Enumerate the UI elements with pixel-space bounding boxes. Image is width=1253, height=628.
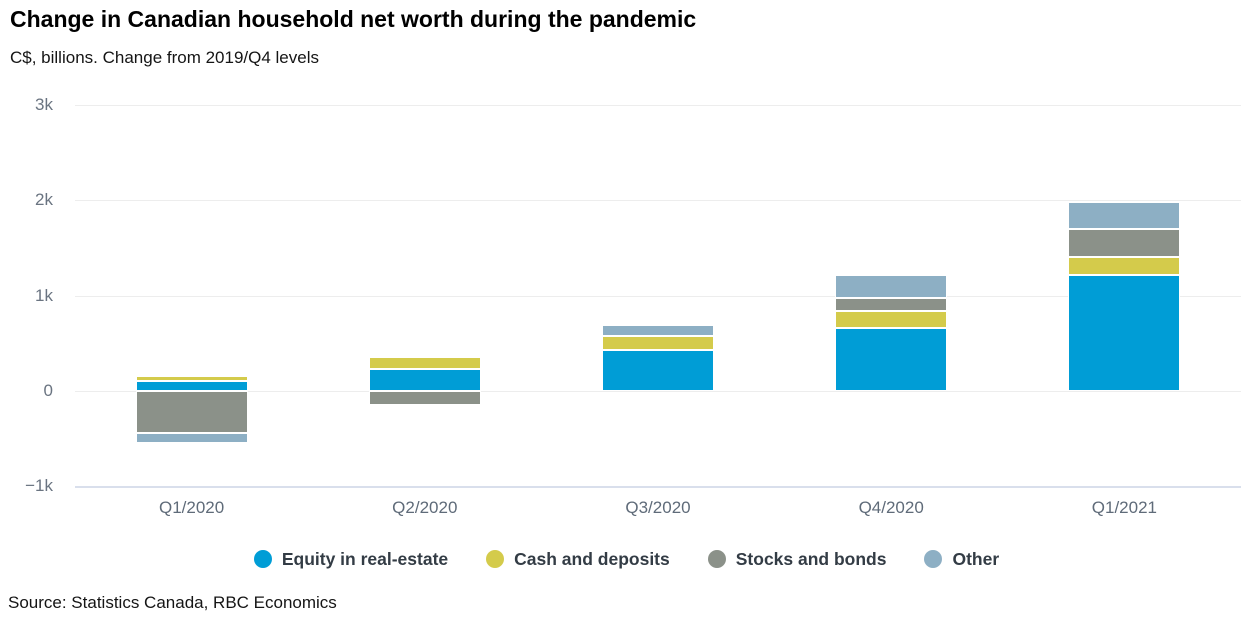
bar-segment[interactable] [835,327,948,391]
x-axis-label: Q2/2020 [392,498,458,517]
legend-item-cash-and-deposits[interactable]: Cash and deposits [486,549,670,570]
x-axis-label: Q1/2020 [158,498,225,517]
bar-segment[interactable] [602,336,714,350]
bar-segment[interactable] [835,311,948,328]
y-tick-label: 2k [35,190,53,210]
legend: Equity in real-estate Cash and deposits St… [0,541,1253,577]
legend-label: Equity in real-estate [281,548,449,569]
gridline [75,295,1241,297]
bar-segment[interactable] [135,381,248,391]
y-tick-label: 3k [35,95,53,114]
x-axis-label: Q1/2021 [1091,498,1158,517]
bar-segment[interactable] [1068,274,1181,391]
legend-item-stocks-and-bonds[interactable]: Stocks and bonds [707,548,887,570]
legend-marker-icon [486,550,505,568]
legend-marker-icon [707,550,726,568]
bar-segment[interactable] [135,376,248,382]
legend-item-other[interactable]: Other [924,549,999,570]
gridline [75,105,1241,106]
plot-area: 3k 2k 1k 0 −1k Q1/2020 Q2/2020 Q3/2020 Q4/2020 Q1… [25,95,1241,517]
y-tick-label: 0 [43,380,53,400]
legend-label: Other [952,548,1000,569]
bar-segment[interactable] [1068,201,1181,230]
y-tick-label: 1k [35,285,53,305]
x-axis-label: Q4/2020 [858,498,924,517]
y-tick-label: −1k [25,476,53,495]
bar-segment[interactable] [135,390,248,433]
bar-segment[interactable] [368,357,481,369]
legend-marker-icon [924,550,943,568]
chart-title: Change in Canadian household net worth d… [10,6,697,32]
bar-segment[interactable] [368,390,481,406]
bar-segment[interactable] [135,432,248,444]
gridline [75,390,1241,392]
bar-segment[interactable] [1068,257,1181,275]
bar-segment[interactable] [368,368,481,391]
source-note: Source: Statistics Canada, RBC Economics [8,593,337,612]
bar-segment[interactable] [835,274,948,298]
gridline [75,200,1241,202]
bar-segment[interactable] [835,297,948,312]
bar-segment[interactable] [602,325,714,337]
legend-label: Cash and deposits [514,548,670,569]
chart-subtitle: C$, billions. Change from 2019/Q4 levels [10,48,319,67]
bar-segment[interactable] [602,349,714,391]
gridline [75,486,1241,488]
bar-segment[interactable] [1068,229,1181,258]
legend-item-equity-in-real-estate[interactable]: Equity in real-estate [253,548,449,570]
legend-label: Stocks and bonds [735,548,887,569]
x-axis-label: Q3/2020 [625,498,691,517]
legend-marker-icon [253,550,272,568]
